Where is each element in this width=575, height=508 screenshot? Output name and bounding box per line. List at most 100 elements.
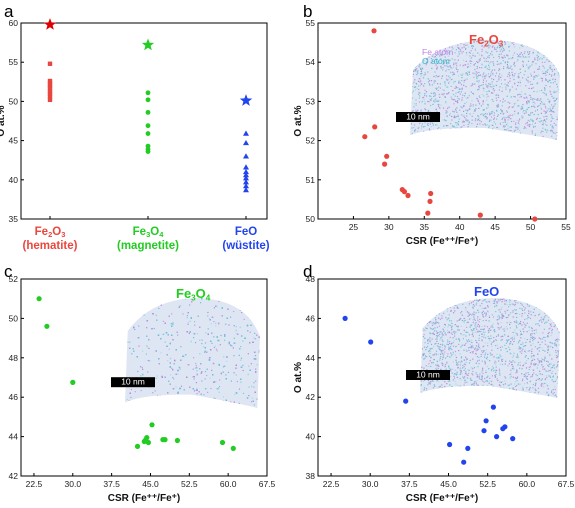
atom-dot <box>485 66 487 68</box>
atom-dot <box>479 67 481 69</box>
atom-dot <box>517 112 519 114</box>
atom-dot <box>504 100 506 102</box>
atom-dot <box>467 66 469 68</box>
atom-dot <box>182 398 184 400</box>
atom-dot <box>522 321 525 324</box>
atom-dot <box>227 404 229 406</box>
atom-dot <box>541 383 543 385</box>
x-axis-label: CSR (Fe⁺⁺/Fe⁺) <box>406 493 479 504</box>
atom-dot <box>507 316 509 318</box>
atom-dot <box>502 139 504 140</box>
formula-text: Fe <box>133 226 146 238</box>
atom-dot <box>168 380 170 382</box>
atom-dot <box>539 104 541 106</box>
atom-dot <box>152 401 154 404</box>
atom-dot <box>430 328 432 330</box>
atom-dot <box>460 73 462 76</box>
atom-dot <box>496 104 498 107</box>
atom-dot <box>548 46 550 48</box>
atom-dot <box>555 309 557 311</box>
atom-dot <box>428 348 431 350</box>
atom-dot <box>510 377 512 379</box>
atom-dot <box>477 118 479 120</box>
atom-dot <box>537 139 539 140</box>
data-point <box>384 153 390 159</box>
atom-dot <box>479 59 481 61</box>
atom-dot <box>423 321 426 323</box>
atom-dot <box>159 403 161 405</box>
atom-dot <box>149 360 151 362</box>
atom-dot <box>473 76 475 78</box>
atom-dot <box>478 325 481 327</box>
atom-dot <box>518 93 520 95</box>
atom-dot <box>259 383 260 385</box>
atom-dot <box>469 52 471 54</box>
atom-dot <box>443 62 445 64</box>
atom-dot <box>430 126 432 128</box>
atom-dot <box>429 341 431 343</box>
atom-dot <box>125 404 127 406</box>
atom-dot <box>497 114 499 116</box>
atom-dot <box>430 92 432 94</box>
atom-dot <box>481 55 483 57</box>
atom-dot <box>551 300 553 302</box>
atom-dot <box>497 96 500 98</box>
atom-dot <box>259 386 260 389</box>
atom-dot <box>552 319 554 321</box>
atom-dot <box>448 346 450 348</box>
atom-dot <box>471 100 473 102</box>
atom-dot <box>424 103 426 105</box>
atom-dot <box>525 345 527 347</box>
atom-dot <box>259 398 260 400</box>
atom-dot <box>483 57 485 59</box>
atom-dot <box>549 369 551 371</box>
atom-dot <box>446 78 448 80</box>
atom-dot <box>146 397 148 399</box>
atom-dot <box>523 373 525 376</box>
atom-dot <box>512 106 514 108</box>
atom-dot <box>517 75 519 77</box>
atom-dot <box>458 82 460 84</box>
atom-dot <box>443 326 446 328</box>
atom-dot <box>551 117 553 119</box>
atom-dot <box>205 403 208 405</box>
atom-dot <box>510 65 512 67</box>
atom-dot <box>491 349 493 351</box>
atom-dot <box>510 130 512 132</box>
atom-dot <box>556 340 558 342</box>
atom-dot <box>507 85 509 87</box>
atom-dot <box>486 124 489 126</box>
atom-dot <box>510 132 512 134</box>
atom-dot <box>534 59 536 61</box>
atom-dot <box>510 342 512 344</box>
atom-dot <box>452 351 454 353</box>
atom-dot <box>176 403 178 405</box>
atom-dot <box>503 112 505 114</box>
atom-dot <box>211 407 213 408</box>
atom-dot <box>523 110 525 112</box>
atom-dot <box>142 373 144 376</box>
atom-dot <box>484 123 486 125</box>
atom-dot <box>451 125 454 127</box>
atom-dot <box>558 109 560 111</box>
atom-dot <box>187 321 189 323</box>
atom-dot <box>491 345 493 347</box>
atom-dot <box>237 300 239 302</box>
atom-dot <box>238 388 241 390</box>
atom-dot <box>551 390 553 392</box>
atom-dot <box>482 313 484 315</box>
atom-dot <box>448 332 451 334</box>
atom-dot <box>550 120 552 122</box>
atom-dot <box>443 334 445 336</box>
atom-dot <box>430 343 433 345</box>
atom-dot <box>470 317 472 320</box>
atom-dot <box>201 399 203 401</box>
atom-dot <box>540 379 542 381</box>
atom-dot <box>207 333 209 335</box>
atom-dot <box>125 353 127 355</box>
atom-dot <box>488 300 490 303</box>
atom-dot <box>556 68 558 70</box>
atom-dot <box>543 328 545 330</box>
atom-dot <box>201 399 203 401</box>
atom-dot <box>448 314 450 316</box>
